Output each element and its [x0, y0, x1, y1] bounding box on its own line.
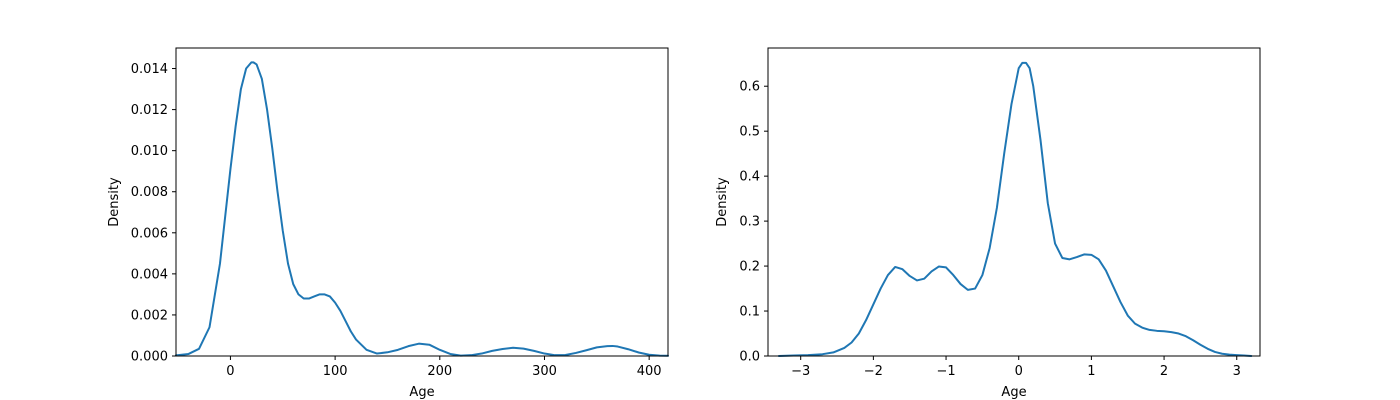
plot-frame	[767, 47, 1261, 357]
y-tick-label: 0.012	[131, 103, 168, 118]
density-curve-0-0	[175, 61, 669, 357]
x-tick-label: −2	[864, 364, 883, 379]
y-axis-label: Density	[107, 177, 122, 227]
x-tick-label: 1	[1087, 364, 1095, 379]
x-tick-label: 400	[637, 364, 662, 379]
x-tick-label: 3	[1233, 364, 1241, 379]
x-tick-label: 0	[1015, 364, 1023, 379]
y-tick-label: 0.4	[739, 170, 760, 185]
x-tick-label: −3	[791, 364, 810, 379]
x-tick-label: 300	[532, 364, 557, 379]
y-tick-label: 0.5	[739, 125, 760, 140]
x-axis-label: Age	[409, 385, 434, 400]
y-tick-label: 0.000	[131, 350, 168, 365]
left-density-plot: 0 100 200 300 400 0.000 0.002 0.004 0.006 0.008 0.…	[107, 47, 669, 400]
y-tick-label: 0.3	[739, 215, 760, 230]
y-tick-label: 0.1	[739, 305, 760, 320]
y-tick-label: 0.006	[131, 226, 168, 241]
right-density-plot: −3 −2 −1 0 1 2 3 0.0 0.1 0.2 0.3 0.4 0.5 0.6 Age Densit…	[715, 47, 1261, 400]
y-tick-label: 0.004	[131, 267, 168, 282]
y-tick-label: 0.014	[131, 62, 168, 77]
x-tick-label: −1	[936, 364, 955, 379]
y-tick-label: 0.002	[131, 308, 168, 323]
y-tick-label: 0.6	[739, 80, 760, 95]
plot-frame	[175, 47, 669, 357]
y-tick-label: 0.0	[739, 350, 760, 365]
x-tick-label: 100	[323, 364, 348, 379]
x-tick-label: 0	[226, 364, 234, 379]
y-tick-label: 0.010	[131, 144, 168, 159]
y-tick-label: 0.2	[739, 260, 760, 275]
x-tick-label: 200	[427, 364, 452, 379]
density-curve-1-0	[777, 61, 1253, 357]
x-axis-label: Age	[1001, 385, 1026, 400]
x-tick-label: 2	[1160, 364, 1168, 379]
y-axis-label: Density	[715, 177, 730, 227]
y-tick-label: 0.008	[131, 185, 168, 200]
